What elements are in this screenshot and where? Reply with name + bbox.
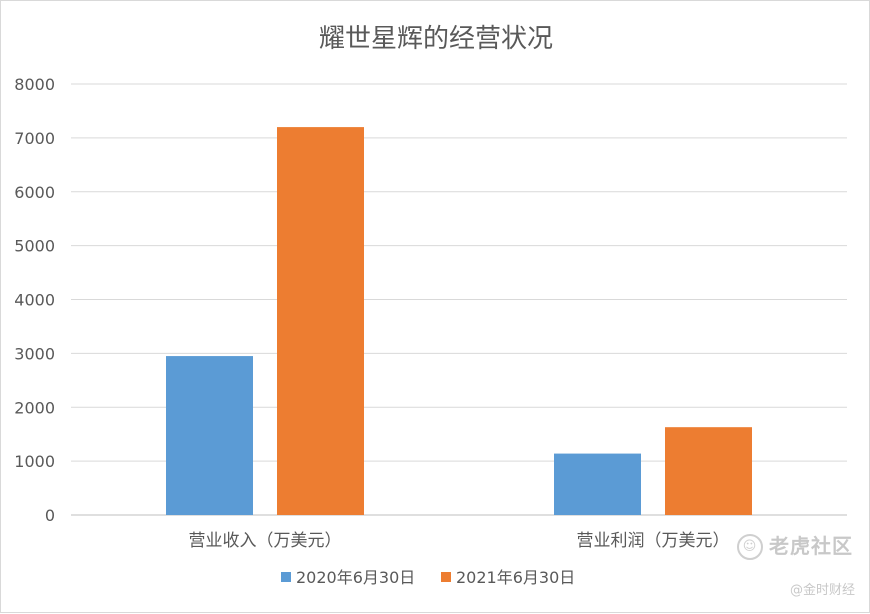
legend-swatch [281, 572, 291, 582]
watermark-author: @金时财经 [789, 583, 855, 598]
bar [277, 127, 364, 515]
y-tick-label: 6000 [14, 183, 55, 202]
legend-label: 2020年6月30日 [296, 568, 415, 587]
legend: 2020年6月30日 2021年6月30日 [281, 568, 575, 587]
y-tick-label: 0 [45, 506, 55, 525]
y-tick-label: 4000 [14, 291, 55, 310]
y-tick-label: 1000 [14, 452, 55, 471]
bars [166, 127, 752, 515]
y-tick-label: 5000 [14, 237, 55, 256]
chart-title: 耀世星辉的经营状况 [319, 24, 553, 54]
legend-label: 2021年6月30日 [456, 568, 575, 587]
y-tick-label: 3000 [14, 344, 55, 363]
y-tick-label: 8000 [14, 75, 55, 94]
bar [166, 356, 253, 515]
watermark-logo: ☺ 老虎社区 [737, 530, 853, 560]
y-axis-ticks: 0 1000 2000 3000 4000 5000 6000 7000 8000 [14, 75, 55, 525]
legend-swatch [441, 572, 451, 582]
x-category-label: 营业收入（万美元） [189, 531, 342, 551]
tiger-logo-icon: ☺ [737, 534, 763, 560]
bar [665, 427, 752, 515]
x-category-label: 营业利润（万美元） [577, 531, 730, 551]
watermark-logo-text: 老虎社区 [769, 533, 853, 558]
y-tick-label: 7000 [14, 129, 55, 148]
x-axis-labels: 营业收入（万美元） 营业利润（万美元） [189, 531, 730, 551]
bar [554, 453, 641, 515]
y-tick-label: 2000 [14, 398, 55, 417]
